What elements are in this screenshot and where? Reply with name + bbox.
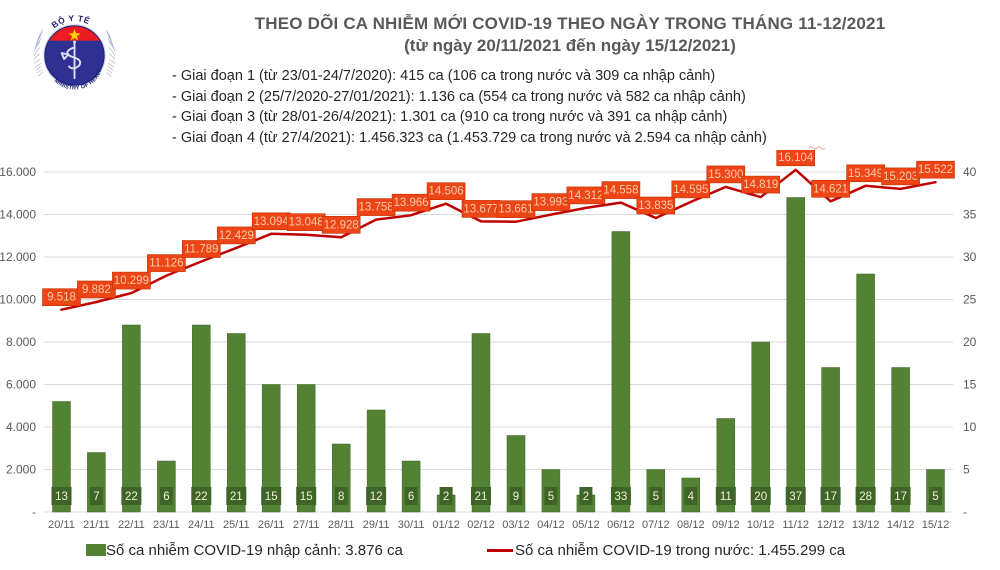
svg-text:37: 37: [789, 491, 802, 503]
svg-text:13.048: 13.048: [289, 217, 324, 229]
svg-text:16.104: 16.104: [778, 152, 814, 164]
svg-text:22: 22: [125, 491, 138, 503]
svg-text:08/12: 08/12: [677, 519, 705, 531]
svg-text:09/12: 09/12: [712, 519, 740, 531]
svg-text:01/12: 01/12: [432, 519, 460, 531]
svg-text:12.000: 12.000: [0, 250, 36, 264]
svg-text:4.000: 4.000: [6, 420, 36, 434]
svg-text:15.203: 15.203: [883, 171, 918, 183]
svg-text:30/11: 30/11: [398, 519, 425, 531]
svg-text:11/12: 11/12: [782, 519, 809, 531]
svg-text:5: 5: [548, 491, 554, 503]
svg-text:-: -: [963, 505, 967, 519]
svg-text:35: 35: [963, 208, 977, 222]
svg-text:22/11: 22/11: [118, 519, 145, 531]
svg-text:14/12: 14/12: [887, 519, 915, 531]
svg-text:15/12: 15/12: [922, 519, 950, 531]
svg-text:10.000: 10.000: [0, 293, 36, 307]
svg-text:17: 17: [824, 491, 837, 503]
svg-text:25: 25: [963, 293, 977, 307]
svg-text:13.835: 13.835: [638, 200, 673, 212]
svg-text:9.518: 9.518: [47, 292, 76, 304]
svg-text:05/12: 05/12: [572, 519, 600, 531]
svg-text:27/11: 27/11: [293, 519, 320, 531]
svg-text:2: 2: [443, 491, 449, 503]
svg-text:15: 15: [300, 491, 313, 503]
svg-text:10.299: 10.299: [114, 275, 149, 287]
svg-text:17: 17: [894, 491, 907, 503]
svg-text:14.312: 14.312: [568, 190, 603, 202]
svg-text:21: 21: [475, 491, 488, 503]
svg-text:21: 21: [230, 491, 243, 503]
svg-text:13.094: 13.094: [254, 216, 290, 228]
svg-text:5: 5: [963, 463, 970, 477]
svg-text:8: 8: [338, 491, 344, 503]
svg-text:-: -: [32, 505, 36, 519]
svg-text:12: 12: [370, 491, 383, 503]
svg-text:6.000: 6.000: [6, 378, 36, 392]
svg-text:23/11: 23/11: [153, 519, 180, 531]
svg-text:20: 20: [754, 491, 767, 503]
svg-text:5: 5: [653, 491, 659, 503]
svg-text:30: 30: [963, 250, 977, 264]
svg-text:21/11: 21/11: [83, 519, 110, 531]
svg-text:6: 6: [408, 491, 414, 503]
svg-text:04/12: 04/12: [537, 519, 565, 531]
svg-text:13.661: 13.661: [498, 204, 533, 216]
svg-text:14.558: 14.558: [603, 185, 638, 197]
svg-text:15.522: 15.522: [918, 164, 953, 176]
svg-text:20/11: 20/11: [48, 519, 75, 531]
svg-text:13/12: 13/12: [852, 519, 880, 531]
svg-text:15: 15: [265, 491, 278, 503]
svg-text:14.506: 14.506: [429, 186, 464, 198]
svg-text:5: 5: [932, 491, 938, 503]
svg-text:6: 6: [163, 491, 169, 503]
svg-text:33: 33: [615, 491, 628, 503]
svg-text:10: 10: [963, 420, 977, 434]
svg-text:8.000: 8.000: [6, 335, 36, 349]
svg-text:11.126: 11.126: [149, 258, 183, 270]
svg-text:24/11: 24/11: [188, 519, 215, 531]
svg-text:02/12: 02/12: [467, 519, 495, 531]
svg-text:12/12: 12/12: [817, 519, 845, 531]
svg-text:2.000: 2.000: [6, 463, 36, 477]
svg-text:14.819: 14.819: [743, 179, 778, 191]
svg-text:12.928: 12.928: [324, 219, 359, 231]
svg-text:28/11: 28/11: [328, 519, 355, 531]
svg-text:9.882: 9.882: [82, 284, 111, 296]
svg-text:25/11: 25/11: [223, 519, 250, 531]
svg-text:28: 28: [859, 491, 872, 503]
svg-text:40: 40: [963, 165, 977, 179]
svg-text:07/12: 07/12: [642, 519, 670, 531]
svg-text:13.677: 13.677: [463, 203, 498, 215]
svg-text:7: 7: [93, 491, 99, 503]
svg-text:10/12: 10/12: [747, 519, 775, 531]
svg-text:29/11: 29/11: [363, 519, 390, 531]
svg-text:11: 11: [720, 491, 732, 503]
svg-text:06/12: 06/12: [607, 519, 635, 531]
svg-text:14.000: 14.000: [0, 208, 36, 222]
svg-text:13.993: 13.993: [533, 197, 568, 209]
svg-text:15.349: 15.349: [848, 168, 883, 180]
svg-text:13.758: 13.758: [359, 202, 394, 214]
svg-text:2: 2: [583, 491, 589, 503]
svg-text:03/12: 03/12: [502, 519, 530, 531]
svg-text:14.595: 14.595: [673, 184, 708, 196]
svg-text:13.966: 13.966: [394, 197, 429, 209]
svg-text:9: 9: [513, 491, 519, 503]
svg-text:4: 4: [688, 491, 695, 503]
svg-text:22: 22: [195, 491, 208, 503]
svg-text:11.789: 11.789: [184, 244, 218, 256]
svg-text:12.429: 12.429: [219, 230, 254, 242]
svg-text:14.621: 14.621: [813, 183, 848, 195]
svg-text:13: 13: [55, 491, 68, 503]
svg-text:15: 15: [963, 378, 977, 392]
svg-text:20: 20: [963, 335, 977, 349]
svg-text:26/11: 26/11: [258, 519, 285, 531]
svg-text:15.300: 15.300: [708, 169, 743, 181]
svg-text:16.000: 16.000: [0, 165, 36, 179]
